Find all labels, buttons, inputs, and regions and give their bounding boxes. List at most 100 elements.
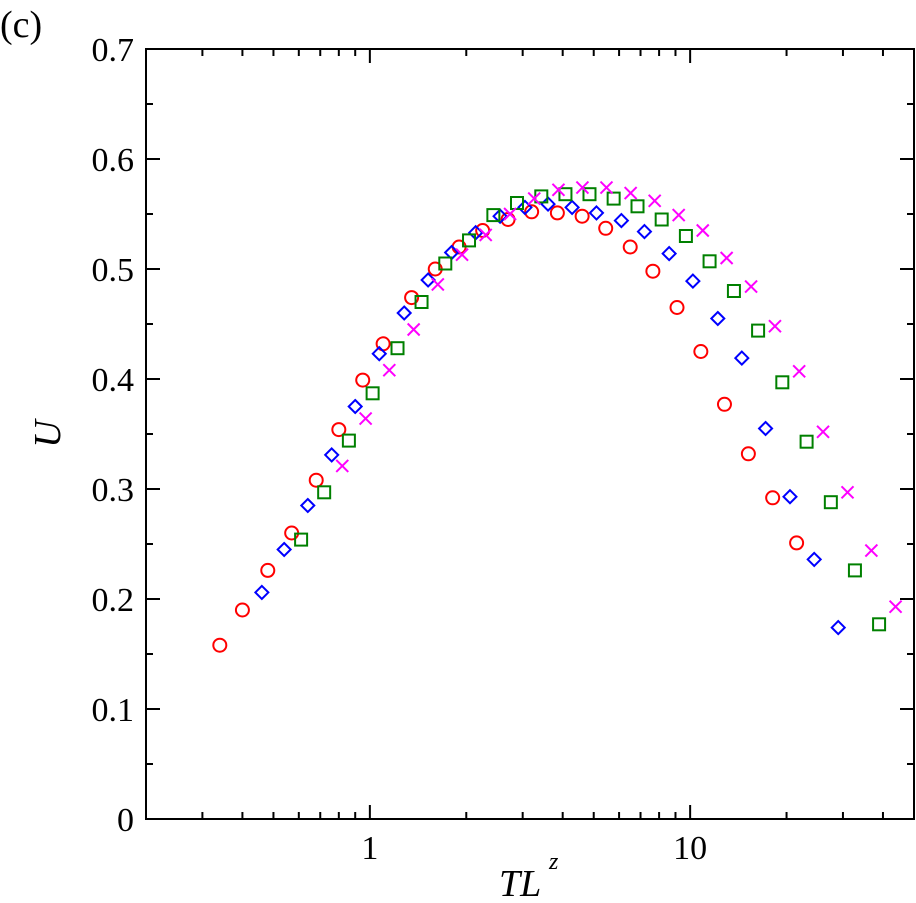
data-point-cross	[358, 411, 373, 426]
y-tick-label: 0.2	[92, 582, 135, 619]
data-point-cross	[599, 180, 614, 195]
data-point-square	[847, 563, 862, 578]
data-point-diamond	[396, 305, 413, 321]
tick-labels: 0 0.1 0.2 0.3 0.4 0.5 0.6 0.7 1 10	[92, 32, 708, 867]
data-point-square	[558, 187, 573, 202]
data-point-cross	[840, 485, 855, 500]
data-point-square	[486, 208, 501, 223]
data-point-square	[654, 212, 669, 227]
data-point-square	[462, 233, 477, 248]
data-point-diamond	[299, 497, 316, 514]
data-point-diamond	[492, 208, 508, 225]
data-point-cross	[455, 247, 469, 262]
data-point-cross	[768, 319, 782, 333]
data-point-square	[726, 284, 741, 298]
data-point-circle	[622, 239, 638, 255]
data-point-circle	[716, 396, 732, 412]
x-axis-title: TL	[499, 863, 541, 903]
data-point-circle	[234, 602, 250, 618]
x-tick-label: 10	[673, 830, 707, 867]
data-point-cross	[479, 228, 493, 242]
data-point-diamond	[276, 541, 293, 558]
data-point-cross	[431, 277, 445, 292]
data-point-diamond	[733, 350, 750, 367]
data-point-cross	[816, 425, 830, 439]
y-tick-label: 0.1	[92, 692, 135, 729]
data-point-square	[872, 617, 887, 632]
data-point-square	[390, 341, 405, 356]
data-point-square	[414, 295, 429, 309]
data-point-cross	[864, 543, 879, 558]
panel-label: (c)	[0, 4, 42, 46]
y-tick-label: 0	[117, 802, 134, 839]
data-point-cross	[527, 191, 541, 206]
plot-frame	[145, 48, 915, 820]
data-point-square	[509, 196, 524, 210]
data-point-square	[317, 485, 332, 500]
data-point-diamond	[806, 551, 823, 568]
x-axis-title-superscript: z	[548, 849, 559, 875]
data-point-cross	[335, 459, 349, 473]
data-point-diamond	[709, 310, 726, 327]
data-point-square	[702, 254, 717, 269]
data-point-diamond	[323, 446, 340, 463]
axis-ticks	[146, 48, 914, 820]
data-point-diamond	[636, 223, 653, 240]
y-axis-title: U	[27, 418, 69, 448]
data-point-cross	[888, 599, 903, 614]
data-point-circle	[645, 263, 661, 279]
data-point-cross	[744, 279, 758, 294]
data-point-square	[438, 256, 453, 271]
y-tick-label: 0.4	[92, 362, 135, 399]
y-tick-label: 0.6	[92, 142, 135, 179]
data-point-cross	[551, 183, 566, 197]
data-point-circle	[355, 372, 371, 388]
data-point-circle	[260, 562, 276, 578]
data-point-circle	[765, 490, 781, 506]
data-point-circle	[789, 535, 805, 551]
data-point-circle	[331, 422, 347, 438]
data-point-square	[678, 229, 693, 243]
data-point-square	[606, 191, 621, 206]
data-point-cross	[382, 363, 397, 377]
data-point-diamond	[830, 619, 847, 636]
data-point-square	[341, 433, 356, 448]
data-point-circle	[308, 472, 324, 488]
data-point-diamond	[613, 212, 630, 229]
data-point-square	[365, 386, 380, 401]
data-point-cross	[575, 180, 590, 195]
data-point-diamond	[564, 199, 581, 216]
data-point-square	[630, 199, 645, 214]
data-point-cross	[696, 223, 710, 238]
data-point-square	[294, 532, 309, 547]
y-tick-label: 0.5	[92, 252, 135, 289]
data-point-cross	[503, 207, 517, 221]
data-point-square	[582, 187, 597, 202]
data-point-diamond	[684, 273, 701, 290]
data-point-cross	[647, 194, 662, 208]
data-point-circle	[574, 208, 590, 224]
data-point-circle	[693, 344, 709, 359]
data-point-diamond	[782, 488, 798, 505]
data-point-diamond	[253, 584, 270, 601]
y-tick-label: 0.7	[92, 32, 135, 69]
data-point-square	[775, 375, 790, 390]
data-point-circle	[740, 446, 756, 462]
data-point-circle	[524, 204, 540, 220]
data-point-diamond	[517, 199, 533, 216]
data-point-diamond	[757, 420, 774, 437]
data-point-circle	[212, 637, 228, 653]
data-point-cross	[623, 186, 638, 200]
data-point-square	[823, 495, 838, 510]
data-point-cross	[671, 208, 686, 222]
data-point-diamond	[371, 345, 388, 362]
data-point-circle	[598, 220, 614, 236]
data-points	[212, 180, 903, 653]
data-point-diamond	[588, 204, 605, 221]
data-point-circle	[404, 290, 420, 306]
x-tick-label: 1	[361, 830, 378, 867]
data-point-circle	[669, 300, 685, 315]
data-point-circle	[549, 205, 565, 221]
data-point-cross	[719, 251, 734, 265]
